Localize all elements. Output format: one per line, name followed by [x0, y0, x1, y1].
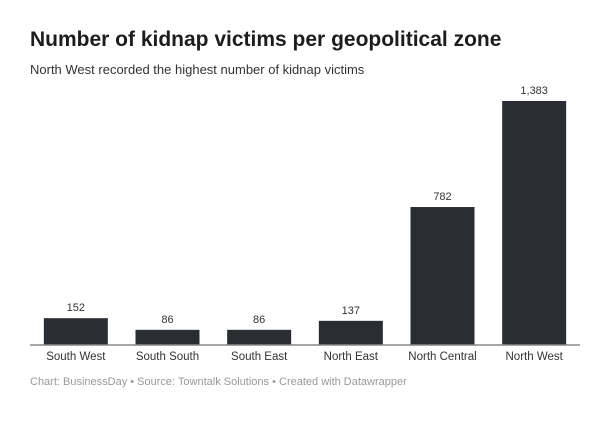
x-tick-label: South West — [46, 351, 106, 363]
data-label: 86 — [253, 314, 265, 326]
bar — [502, 101, 567, 345]
x-tick-label: North East — [324, 351, 379, 363]
bar — [227, 329, 292, 345]
chart-title: Number of kidnap victims per geopolitica… — [30, 28, 502, 51]
bar — [43, 318, 108, 345]
bar — [318, 320, 383, 345]
data-label: 86 — [161, 314, 173, 326]
data-label: 137 — [342, 305, 360, 317]
data-label: 782 — [433, 191, 451, 203]
chart-subtitle: North West recorded the highest number o… — [30, 62, 365, 77]
chart-footer: Chart: BusinessDay • Source: Towntalk So… — [30, 376, 407, 388]
x-tick-label: South East — [231, 351, 288, 363]
x-tick-label: North West — [506, 351, 564, 363]
x-tick-label: South South — [136, 351, 199, 363]
x-tick-label: North Central — [408, 351, 476, 363]
data-label: 1,383 — [520, 85, 548, 97]
bar — [135, 329, 200, 345]
data-label: 152 — [67, 302, 85, 314]
bar — [410, 207, 475, 345]
